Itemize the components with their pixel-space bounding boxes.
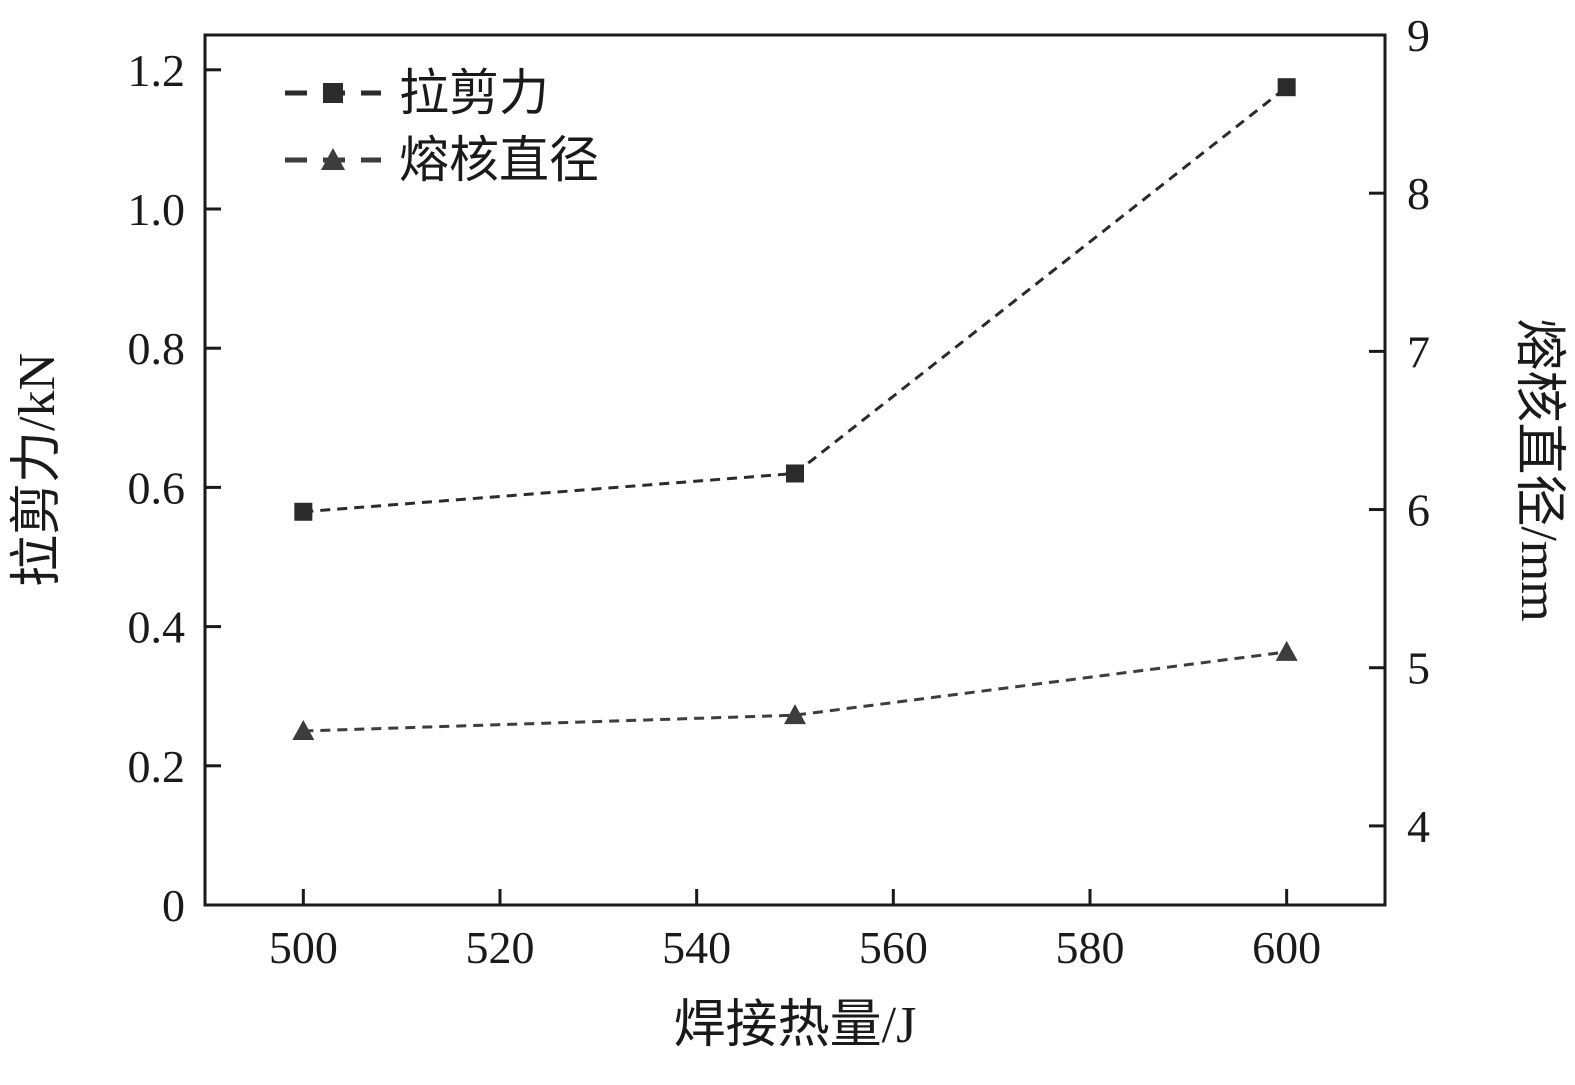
x-tick-label: 520 [466, 922, 535, 973]
y-left-tick-label: 1.2 [128, 45, 186, 96]
legend-label: 熔核直径 [399, 132, 599, 188]
y-right-tick-label: 7 [1407, 326, 1430, 377]
legend-label: 拉剪力 [399, 65, 549, 121]
series-0-square-marker [294, 502, 313, 521]
y-axis-title-left: 拉剪力/kN [9, 353, 66, 587]
y-left-tick-label: 1.0 [128, 184, 186, 235]
x-tick-label: 560 [859, 922, 928, 973]
y-left-tick-label: 0 [162, 880, 185, 931]
x-tick-label: 500 [269, 922, 338, 973]
y-left-tick-label: 0.6 [128, 462, 186, 513]
y-axis-title-right: 熔核直径/mm [1510, 318, 1567, 621]
y-right-tick-label: 5 [1407, 643, 1430, 694]
legend-item-0: 拉剪力 [285, 65, 549, 121]
y-right-tick-label: 9 [1407, 10, 1430, 61]
y-right-tick-label: 4 [1407, 801, 1430, 852]
y-right-tick-label: 6 [1407, 485, 1430, 536]
series-0-square-marker [1277, 78, 1296, 97]
series-1-triangle-marker [784, 704, 806, 725]
legend-triangle-marker-icon [321, 148, 345, 170]
x-tick-label: 540 [662, 922, 731, 973]
legend-square-marker-icon [323, 83, 343, 103]
plot-layer: 500 520 540 560 580 600 0 0.2 0.4 0.6 0.8 1.0 1.2 4 5 6… [128, 10, 1431, 973]
series-line-1 [303, 650, 1287, 733]
x-tick-label: 580 [1056, 922, 1125, 973]
series-1-triangle-marker [292, 720, 315, 740]
y-left-tick-label: 0.2 [128, 741, 186, 792]
y-left-tick-label: 0.4 [128, 602, 186, 653]
y-right-tick-label: 8 [1407, 168, 1430, 219]
plot-border [203, 33, 1387, 907]
x-axis-title: 焊接热量/J [674, 997, 917, 1054]
x-tick-label: 600 [1252, 922, 1321, 973]
legend-item-1: 熔核直径 [285, 132, 599, 188]
series-0-square-marker [786, 464, 804, 483]
series-1-triangle-marker [1275, 640, 1298, 661]
y-left-tick-label: 0.8 [128, 323, 186, 374]
